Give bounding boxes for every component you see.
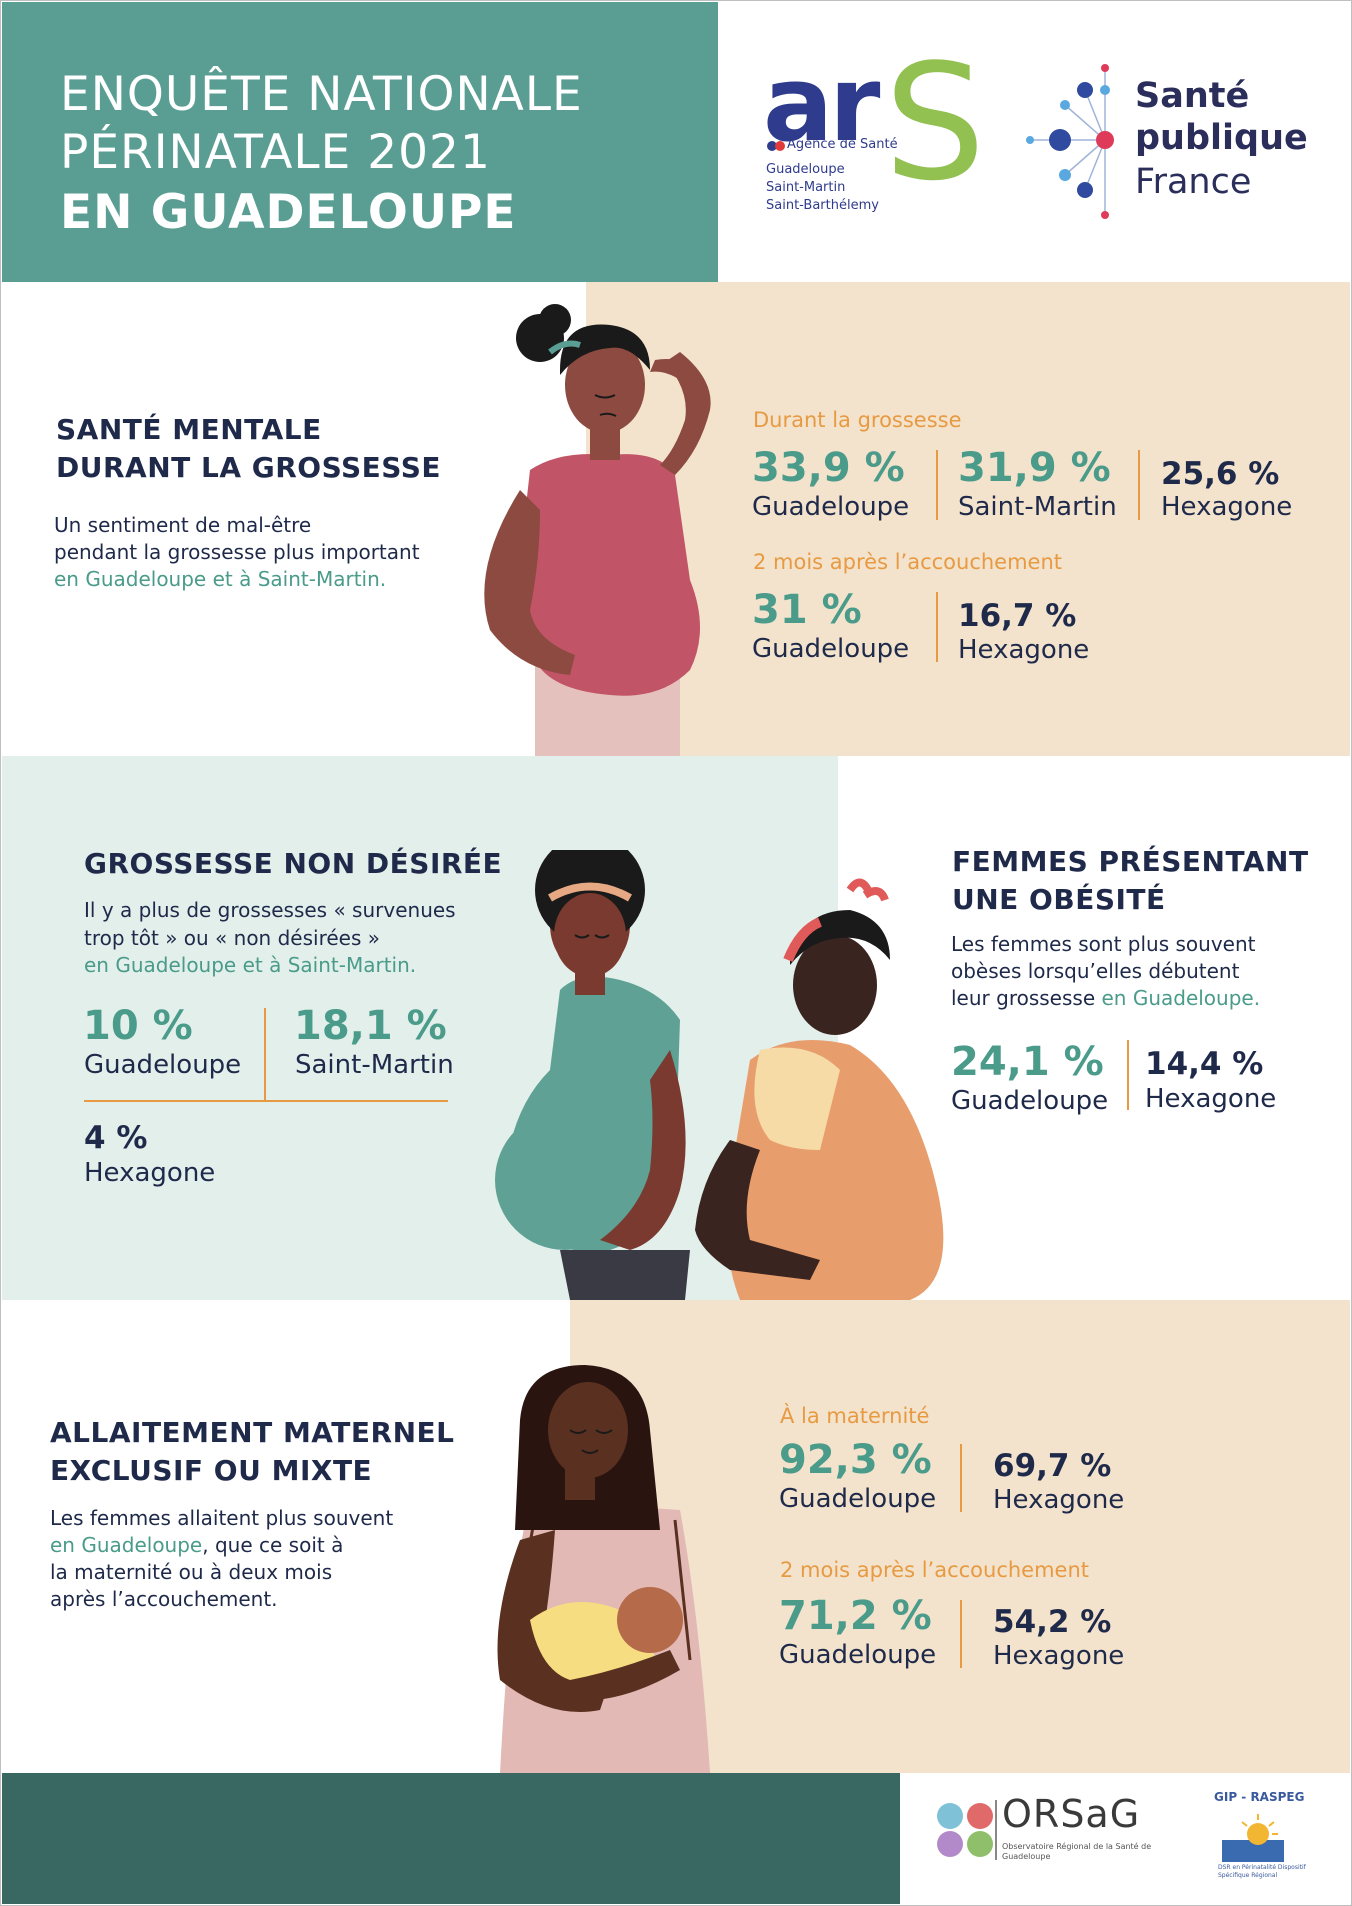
mental-health-subtitle-postpartum: 2 mois après l’accouchement bbox=[753, 550, 1063, 574]
mental-health-subtitle-pregnancy: Durant la grossesse bbox=[753, 408, 962, 432]
obesity-label-hexagone: Hexagone bbox=[1145, 1084, 1277, 1114]
orsag-logo-subtitle: Observatoire Régional de la Santé de Gua… bbox=[1002, 1842, 1152, 1861]
worried-pregnant-woman-illustration bbox=[484, 304, 711, 756]
breastfeeding-title-line1: ALLAITEMENT MATERNEL bbox=[50, 1416, 455, 1449]
breastfeeding-maternity-label-guadeloupe: Guadeloupe bbox=[779, 1484, 937, 1514]
breastfeeding-desc-line2-text: , que ce soit à bbox=[202, 1533, 344, 1557]
unwanted-value-hexagone: 4 % bbox=[84, 1120, 148, 1156]
breastfeeding-desc-line3: la maternité ou à deux mois bbox=[50, 1560, 333, 1584]
footer-band bbox=[2, 1773, 900, 1904]
mental-health-label-hexagone: Hexagone bbox=[1161, 492, 1293, 522]
separator bbox=[960, 1600, 962, 1668]
mental-health-stats-panel bbox=[586, 282, 1350, 756]
separator bbox=[960, 1444, 962, 1512]
unwanted-value-guadeloupe: 10 % bbox=[83, 1003, 193, 1049]
separator bbox=[995, 1800, 997, 1860]
separator bbox=[84, 1100, 448, 1102]
ars-region-3: Saint-Barthélemy bbox=[766, 198, 879, 213]
ars-region-1: Guadeloupe bbox=[766, 162, 845, 177]
obesity-desc-line3-accent: en Guadeloupe. bbox=[1101, 986, 1261, 1010]
obesity-title-line2: UNE OBÉSITÉ bbox=[952, 883, 1166, 916]
ars-region-2: Saint-Martin bbox=[766, 180, 846, 195]
obesity-desc-line3: leur grossesse en Guadeloupe. bbox=[951, 985, 1260, 1012]
mental-health-postpartum-label-guadeloupe: Guadeloupe bbox=[752, 634, 910, 664]
obesity-value-hexagone: 14,4 % bbox=[1145, 1046, 1264, 1082]
obesity-desc-line1: Les femmes sont plus souvent bbox=[951, 932, 1256, 956]
mental-health-desc-line3: en Guadeloupe et à Saint-Martin. bbox=[54, 567, 387, 591]
unwanted-pregnancy-desc-line3: en Guadeloupe et à Saint-Martin. bbox=[84, 953, 417, 977]
obesity-title-line1: FEMMES PRÉSENTANT bbox=[952, 845, 1309, 878]
gip-logo-subtitle: DSR en Périnatalité Dispositif Spécifiqu… bbox=[1218, 1864, 1306, 1879]
mental-health-desc-line2: pendant la grossesse plus important bbox=[54, 540, 420, 564]
pregnant-women-illustration bbox=[495, 850, 944, 1300]
breastfeeding-maternity-value-guadeloupe: 92,3 % bbox=[779, 1437, 932, 1483]
breastfeeding-maternity-value-hexagone: 69,7 % bbox=[993, 1448, 1112, 1484]
mental-health-value-saint-martin: 31,9 % bbox=[958, 445, 1111, 491]
breastfeeding-subtitle-postpartum: 2 mois après l’accouchement bbox=[780, 1558, 1090, 1582]
breastfeeding-woman-illustration bbox=[497, 1365, 710, 1773]
obesity-desc-line3-text: leur grossesse bbox=[951, 986, 1102, 1010]
breastfeeding-title-line2: EXCLUSIF OU MIXTE bbox=[50, 1454, 373, 1487]
breastfeeding-subtitle-maternity: À la maternité bbox=[780, 1404, 930, 1428]
spf-logo-line2: publique bbox=[1135, 118, 1308, 158]
unwanted-pregnancy-title: GROSSESSE NON DÉSIRÉE bbox=[84, 847, 503, 880]
breastfeeding-desc-line2: en Guadeloupe, que ce soit à bbox=[50, 1532, 343, 1559]
unwanted-pregnancy-desc-line2: trop tôt » ou « non désirées » bbox=[84, 926, 380, 950]
separator bbox=[1127, 1040, 1129, 1110]
mental-health-title-line1: SANTÉ MENTALE bbox=[56, 413, 322, 446]
obesity-desc-line2: obèses lorsqu’elles débutent bbox=[951, 959, 1240, 983]
mental-health-postpartum-label-hexagone: Hexagone bbox=[958, 635, 1090, 665]
breastfeeding-desc-line4: après l’accouchement. bbox=[50, 1587, 278, 1611]
mental-health-postpartum-value-guadeloupe: 31 % bbox=[752, 587, 862, 633]
gip-sun-logo-icon bbox=[1222, 1814, 1284, 1862]
spf-network-icon bbox=[1026, 64, 1114, 219]
obesity-value-guadeloupe: 24,1 % bbox=[951, 1039, 1104, 1085]
mental-health-postpartum-value-hexagone: 16,7 % bbox=[958, 598, 1077, 634]
separator bbox=[936, 592, 938, 662]
header-banner bbox=[2, 2, 718, 282]
breastfeeding-postpartum-value-hexagone: 54,2 % bbox=[993, 1604, 1112, 1640]
unwanted-label-saint-martin: Saint-Martin bbox=[295, 1050, 454, 1080]
mental-health-value-guadeloupe: 33,9 % bbox=[752, 445, 905, 491]
breastfeeding-desc-line2-accent: en Guadeloupe bbox=[50, 1533, 203, 1557]
header-title-line1: ENQUÊTE NATIONALE bbox=[60, 67, 583, 122]
mental-health-label-guadeloupe: Guadeloupe bbox=[752, 492, 910, 522]
ars-agence-label: Agence de Santé bbox=[787, 137, 898, 152]
mental-health-label-saint-martin: Saint-Martin bbox=[958, 492, 1117, 522]
breastfeeding-postpartum-value-guadeloupe: 71,2 % bbox=[779, 1593, 932, 1639]
ars-flag-icon bbox=[767, 141, 785, 151]
gip-logo-name: GIP - RASPEG bbox=[1214, 1790, 1305, 1804]
separator bbox=[1138, 450, 1140, 520]
unwanted-label-guadeloupe: Guadeloupe bbox=[84, 1050, 242, 1080]
orsag-logo-name: ORSaG bbox=[1002, 1792, 1141, 1836]
breastfeeding-postpartum-label-hexagone: Hexagone bbox=[993, 1641, 1125, 1671]
spf-logo-line3: France bbox=[1135, 162, 1252, 202]
separator bbox=[264, 1008, 266, 1100]
ars-logo-s: S bbox=[884, 29, 986, 216]
mental-health-desc-line1: Un sentiment de mal-être bbox=[54, 513, 312, 537]
unwanted-label-hexagone: Hexagone bbox=[84, 1158, 216, 1188]
header-title-line3: EN GUADELOUPE bbox=[60, 185, 517, 240]
breastfeeding-desc-line1: Les femmes allaitent plus souvent bbox=[50, 1506, 394, 1530]
mental-health-title-line2: DURANT LA GROSSESSE bbox=[56, 451, 441, 484]
breastfeeding-postpartum-label-guadeloupe: Guadeloupe bbox=[779, 1640, 937, 1670]
spf-logo-line1: Santé bbox=[1135, 76, 1250, 116]
breastfeeding-maternity-label-hexagone: Hexagone bbox=[993, 1485, 1125, 1515]
mental-health-value-hexagone: 25,6 % bbox=[1161, 456, 1280, 492]
obesity-label-guadeloupe: Guadeloupe bbox=[951, 1086, 1109, 1116]
unwanted-pregnancy-desc-line1: Il y a plus de grossesses « survenues bbox=[84, 898, 456, 922]
orsag-logo-icon bbox=[937, 1803, 993, 1857]
header-title-line2: PÉRINATALE 2021 bbox=[60, 125, 491, 180]
unwanted-value-saint-martin: 18,1 % bbox=[294, 1003, 447, 1049]
separator bbox=[936, 450, 938, 520]
ars-logo-wordmark: ar bbox=[763, 43, 880, 165]
